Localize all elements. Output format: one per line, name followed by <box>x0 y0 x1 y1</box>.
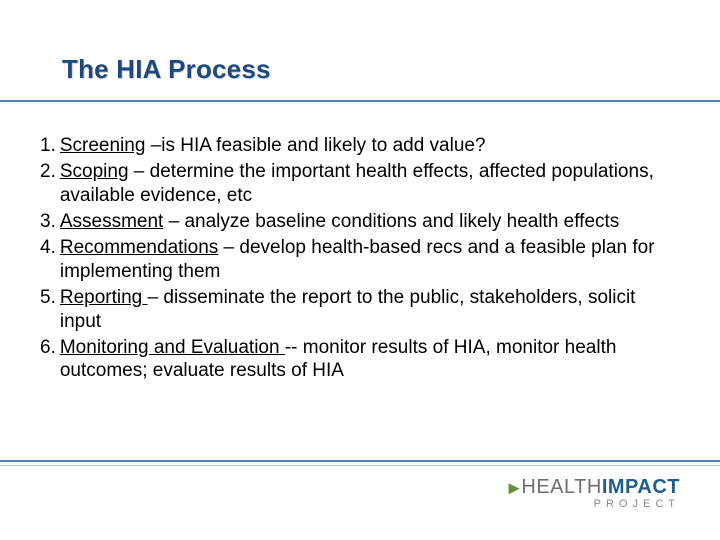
item-sep: – <box>218 237 234 258</box>
item-term: Scoping <box>60 161 129 182</box>
item-sep: – <box>145 135 161 156</box>
logo-top-line: ▸ HEALTH IMPACT <box>509 477 680 497</box>
item-term: Recommendations <box>60 237 218 258</box>
list-item: 1. Screening –is HIA feasible and likely… <box>40 134 674 158</box>
item-rest: determine the important health effects, … <box>60 161 654 206</box>
item-sep: – <box>129 161 145 182</box>
logo-subtitle: PROJECT <box>509 499 680 510</box>
item-number: 2. <box>40 160 60 208</box>
list-item: 2. Scoping – determine the important hea… <box>40 160 674 208</box>
item-content: Screening –is HIA feasible and likely to… <box>60 134 674 158</box>
item-number: 6. <box>40 336 60 384</box>
bottom-rule-thin <box>0 465 720 466</box>
item-number: 4. <box>40 236 60 284</box>
bottom-rule <box>0 460 720 462</box>
item-sep: – <box>163 211 179 232</box>
logo-word-health: HEALTH <box>521 477 601 497</box>
item-sep: – <box>148 287 159 308</box>
list-item: 6. Monitoring and Evaluation -- monitor … <box>40 336 674 384</box>
item-term: Monitoring and Evaluation <box>60 337 285 358</box>
item-number: 5. <box>40 286 60 334</box>
slide-title: The HIA Process <box>62 54 680 85</box>
item-sep: -- <box>285 337 298 358</box>
logo-word-impact: IMPACT <box>602 477 680 497</box>
body-region: 1. Screening –is HIA feasible and likely… <box>40 134 674 385</box>
item-term: Screening <box>60 135 146 156</box>
item-rest: analyze baseline conditions and likely h… <box>179 211 619 232</box>
list-item: 4. Recommendations – develop health-base… <box>40 236 674 284</box>
item-content: Assessment – analyze baseline conditions… <box>60 210 674 234</box>
list-item: 3. Assessment – analyze baseline conditi… <box>40 210 674 234</box>
item-content: Reporting – disseminate the report to th… <box>60 286 674 334</box>
item-content: Scoping – determine the important health… <box>60 160 674 208</box>
title-region: The HIA Process <box>62 54 680 85</box>
item-term: Assessment <box>60 211 163 232</box>
slide: The HIA Process 1. Screening –is HIA fea… <box>0 0 720 540</box>
title-rule <box>0 100 720 102</box>
item-rest: is HIA feasible and likely to add value? <box>161 135 485 156</box>
list-item: 5. Reporting – disseminate the report to… <box>40 286 674 334</box>
item-content: Monitoring and Evaluation -- monitor res… <box>60 336 674 384</box>
item-number: 1. <box>40 134 60 158</box>
item-number: 3. <box>40 210 60 234</box>
item-term: Reporting <box>60 287 148 308</box>
logo: ▸ HEALTH IMPACT PROJECT <box>509 477 680 510</box>
logo-arrow-icon: ▸ <box>509 478 520 498</box>
item-content: Recommendations – develop health-based r… <box>60 236 674 284</box>
